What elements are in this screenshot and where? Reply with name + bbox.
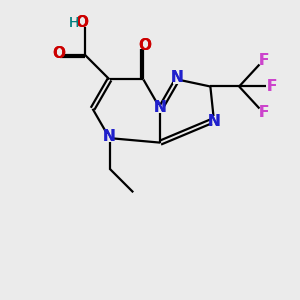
Text: N: N [208, 114, 220, 129]
Bar [139, 41, 148, 49]
Bar [173, 75, 182, 84]
Bar [260, 57, 268, 65]
Text: O: O [138, 38, 151, 53]
Text: O: O [52, 46, 65, 61]
Bar [54, 50, 62, 58]
Bar [78, 19, 86, 27]
Text: N: N [103, 129, 115, 144]
Bar [105, 134, 114, 142]
Text: F: F [259, 53, 269, 68]
Text: H: H [69, 16, 79, 30]
Text: N: N [154, 100, 167, 115]
Text: O: O [138, 38, 151, 53]
Text: N: N [208, 114, 220, 129]
Bar [210, 116, 218, 124]
Text: N: N [154, 100, 167, 115]
Bar [260, 109, 268, 117]
Text: F: F [259, 105, 269, 120]
Text: O: O [52, 46, 65, 61]
Text: O: O [76, 15, 89, 30]
Text: F: F [259, 105, 269, 120]
Text: N: N [171, 70, 184, 86]
Text: N: N [171, 70, 184, 86]
Text: O: O [76, 15, 89, 30]
Bar [156, 105, 164, 113]
Bar [268, 82, 276, 91]
Text: F: F [267, 79, 277, 94]
Text: F: F [259, 53, 269, 68]
Text: F: F [267, 79, 277, 94]
Text: H: H [69, 16, 79, 30]
Text: N: N [103, 129, 115, 144]
